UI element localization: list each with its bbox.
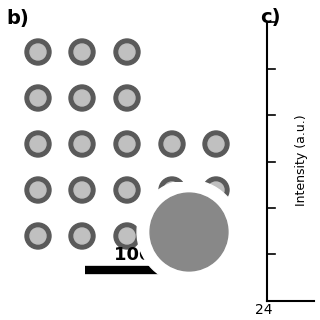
Circle shape bbox=[119, 44, 135, 60]
Circle shape bbox=[74, 136, 90, 152]
Circle shape bbox=[74, 90, 90, 106]
Ellipse shape bbox=[150, 193, 228, 271]
Circle shape bbox=[25, 223, 51, 249]
Circle shape bbox=[208, 228, 224, 244]
Circle shape bbox=[30, 90, 46, 106]
Text: Intensity (a.u.): Intensity (a.u.) bbox=[295, 114, 308, 206]
Circle shape bbox=[203, 177, 229, 203]
Circle shape bbox=[203, 131, 229, 157]
Circle shape bbox=[164, 228, 180, 244]
Circle shape bbox=[114, 177, 140, 203]
Circle shape bbox=[164, 182, 180, 198]
Circle shape bbox=[25, 131, 51, 157]
Circle shape bbox=[114, 131, 140, 157]
Circle shape bbox=[25, 39, 51, 65]
Circle shape bbox=[159, 177, 185, 203]
Circle shape bbox=[74, 182, 90, 198]
Circle shape bbox=[159, 223, 185, 249]
Text: c): c) bbox=[260, 8, 281, 27]
Circle shape bbox=[114, 223, 140, 249]
Circle shape bbox=[30, 136, 46, 152]
Circle shape bbox=[30, 228, 46, 244]
Circle shape bbox=[74, 228, 90, 244]
Circle shape bbox=[30, 182, 46, 198]
Circle shape bbox=[30, 44, 46, 60]
Circle shape bbox=[119, 228, 135, 244]
Circle shape bbox=[69, 85, 95, 111]
Circle shape bbox=[114, 85, 140, 111]
Circle shape bbox=[203, 223, 229, 249]
Circle shape bbox=[119, 90, 135, 106]
Circle shape bbox=[25, 177, 51, 203]
Circle shape bbox=[164, 136, 180, 152]
Circle shape bbox=[69, 223, 95, 249]
Circle shape bbox=[114, 39, 140, 65]
Circle shape bbox=[69, 39, 95, 65]
Circle shape bbox=[119, 136, 135, 152]
Circle shape bbox=[159, 131, 185, 157]
Circle shape bbox=[119, 182, 135, 198]
Circle shape bbox=[25, 85, 51, 111]
Circle shape bbox=[74, 44, 90, 60]
Ellipse shape bbox=[137, 180, 241, 284]
Text: 100 μm: 100 μm bbox=[114, 246, 189, 264]
Circle shape bbox=[69, 177, 95, 203]
Circle shape bbox=[69, 131, 95, 157]
Text: b): b) bbox=[6, 9, 29, 28]
Text: 24: 24 bbox=[255, 303, 273, 317]
Circle shape bbox=[208, 182, 224, 198]
Circle shape bbox=[208, 136, 224, 152]
